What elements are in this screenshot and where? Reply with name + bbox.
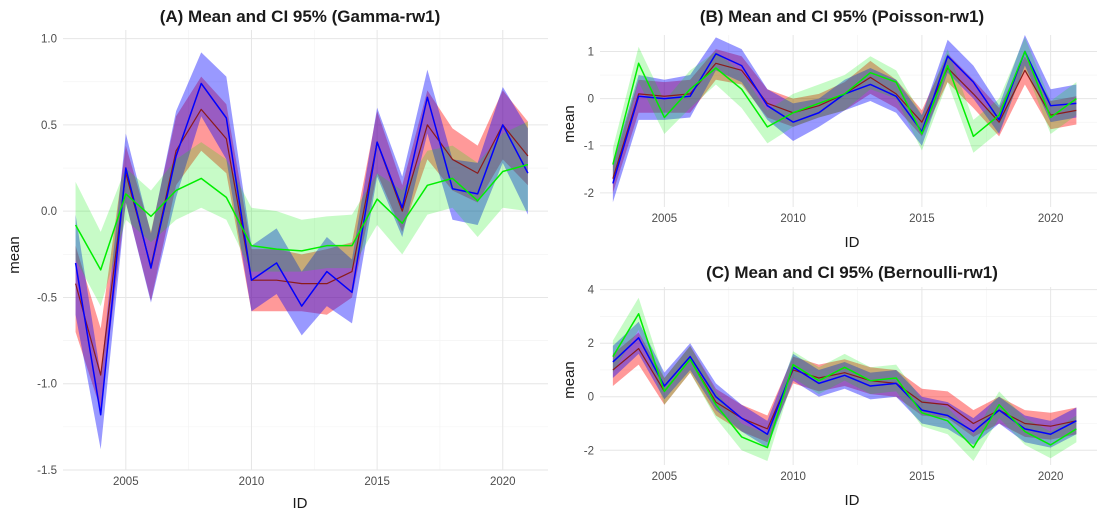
y-tick-label-a: 0.5: [41, 120, 57, 132]
y-tick-label-c: 4: [588, 285, 595, 297]
x-axis-label-b: ID: [845, 234, 860, 251]
y-tick-label-c: 0: [588, 392, 594, 404]
x-tick-label-a: 2010: [239, 476, 265, 488]
mean-line-green-a: [74, 163, 529, 271]
mean-line-blue-c: [612, 337, 1077, 435]
panel-gamma: (A) Mean and CI 95% (Gamma-rw1) ID mean …: [6, 7, 548, 512]
panel-bernoulli: (C) Mean and CI 95% (Bernoulli-rw1) ID m…: [561, 263, 1097, 509]
ci-band-red-a: [75, 76, 528, 410]
y-tick-label-c: 2: [588, 338, 594, 350]
x-tick-label-c: 2005: [652, 471, 678, 483]
grid-a: [63, 30, 548, 471]
x-axis-label-a: ID: [293, 495, 308, 512]
grid-b: [600, 35, 1097, 207]
mean-line-green-b: [612, 50, 1077, 165]
x-tick-label-a: 2015: [364, 476, 390, 488]
y-tick-label-b: -1: [584, 141, 594, 153]
y-tick-label-a: -1.5: [37, 465, 57, 477]
y-axis-label-b: mean: [561, 105, 578, 143]
y-tick-label-a: 0.0: [41, 206, 57, 218]
mean-line-green-c: [612, 313, 1077, 449]
x-tick-label-c: 2020: [1038, 471, 1064, 483]
y-tick-label-b: 1: [588, 46, 594, 58]
x-tick-label-c: 2015: [909, 471, 935, 483]
x-tick-label-b: 2005: [652, 213, 678, 225]
y-tick-label-a: 1.0: [41, 34, 57, 46]
x-tick-label-a: 2020: [490, 476, 516, 488]
x-tick-label-a: 2005: [113, 476, 139, 488]
x-axis-label-c: ID: [845, 492, 860, 509]
ci-band-green-a: [75, 121, 528, 307]
y-tick-label-a: -0.5: [37, 292, 57, 304]
ci-band-blue-b: [612, 35, 1077, 203]
x-tick-label-c: 2010: [780, 471, 806, 483]
x-tick-label-b: 2015: [909, 213, 935, 225]
ci-band-green-b: [612, 37, 1077, 182]
ci-band-blue-c: [612, 321, 1077, 448]
x-tick-label-b: 2020: [1038, 213, 1064, 225]
y-axis-label-a: mean: [6, 236, 23, 274]
grid-c: [600, 287, 1097, 465]
y-tick-label-b: -2: [584, 188, 594, 200]
chart-title-a: (A) Mean and CI 95% (Gamma-rw1): [160, 7, 441, 26]
x-tick-label-b: 2010: [780, 213, 806, 225]
ci-band-green-c: [612, 297, 1077, 461]
y-tick-label-c: -2: [584, 445, 594, 457]
mean-line-blue-a: [74, 82, 529, 416]
y-axis-label-c: mean: [561, 361, 578, 399]
ci-band-red-b: [612, 49, 1077, 193]
chart-title-c: (C) Mean and CI 95% (Bernoulli-rw1): [706, 263, 998, 282]
y-tick-label-a: -1.0: [37, 379, 57, 391]
chart-title-b: (B) Mean and CI 95% (Poisson-rw1): [700, 7, 984, 26]
panel-poisson: (B) Mean and CI 95% (Poisson-rw1) ID mea…: [561, 7, 1097, 251]
y-tick-label-b: 0: [588, 94, 594, 106]
